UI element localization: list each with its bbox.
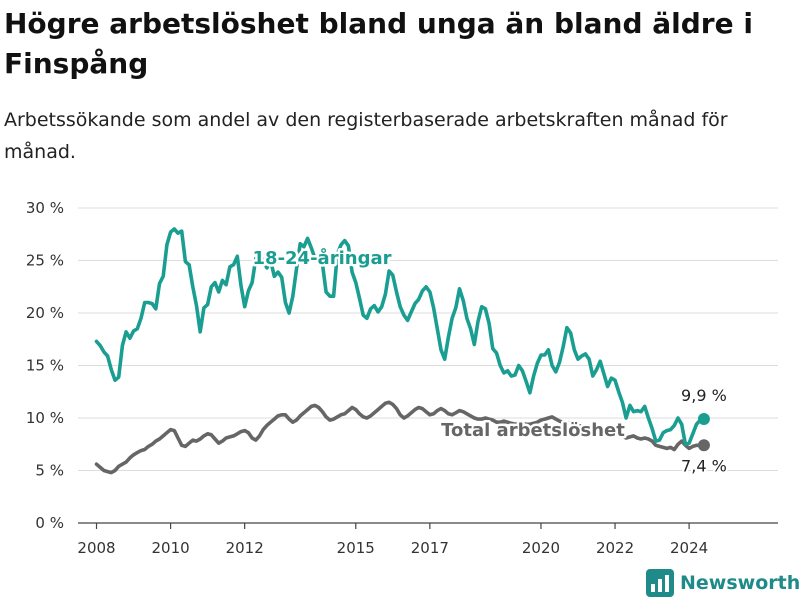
x-tick-label: 2008 xyxy=(77,539,115,557)
x-tick-label: 2012 xyxy=(226,539,264,557)
series-end-point-total-arbetsloshet xyxy=(697,439,710,452)
x-tick-label: 2020 xyxy=(522,539,560,557)
series-end-point-18-24-aringar xyxy=(697,413,710,426)
y-tick-label: 25 % xyxy=(26,252,64,270)
y-tick-label: 0 % xyxy=(35,514,64,532)
y-tick-label: 5 % xyxy=(35,462,64,480)
brand-name: Newsworthy xyxy=(680,572,800,594)
x-tick-label: 2022 xyxy=(596,539,634,557)
chart-subtitle: Arbetssökande som andel av den registerb… xyxy=(4,109,728,163)
y-tick-label: 30 % xyxy=(26,199,64,217)
brand-logo: Newsworthy xyxy=(646,568,800,598)
x-axis: 2008 2010 2012 2015 2017 2020 2022 2024 xyxy=(77,523,708,557)
series-line-18-24-aringar xyxy=(94,227,706,447)
series-line-total-arbetsloshet xyxy=(94,400,706,475)
end-value-label-18-24-aringar: 9,9 % xyxy=(681,386,727,405)
series-label-total-arbetsloshet: Total arbetslöshet xyxy=(441,420,625,441)
x-tick-label: 2024 xyxy=(670,539,708,557)
bar-chart-logo-icon xyxy=(646,569,674,597)
y-axis-labels: 0 % 5 % 10 % 15 % 20 % 25 % 30 % xyxy=(26,199,64,532)
y-tick-label: 10 % xyxy=(26,409,64,427)
chart-title: Högre arbetslöshet bland unga än bland ä… xyxy=(4,7,753,80)
y-tick-label: 20 % xyxy=(26,304,64,322)
x-tick-label: 2015 xyxy=(337,539,375,557)
series-lines xyxy=(94,227,710,475)
end-value-label-total-arbetsloshet: 7,4 % xyxy=(681,456,727,475)
gridlines xyxy=(78,207,778,524)
y-tick-label: 15 % xyxy=(26,357,64,375)
series-label-18-24-aringar: 18-24-åringar xyxy=(253,247,392,269)
x-tick-label: 2010 xyxy=(151,539,189,557)
x-tick-label: 2017 xyxy=(411,539,449,557)
series-labels: 18-24-åringar 9,9 % Total arbetslöshet 7,4 … xyxy=(250,245,729,478)
